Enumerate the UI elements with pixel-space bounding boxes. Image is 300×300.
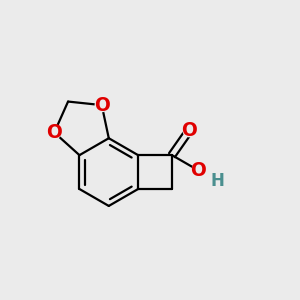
Circle shape: [212, 176, 223, 187]
Circle shape: [95, 99, 108, 112]
Circle shape: [48, 126, 61, 139]
Text: O: O: [190, 161, 206, 180]
Circle shape: [183, 124, 196, 137]
Text: O: O: [94, 96, 110, 115]
Text: O: O: [46, 123, 62, 142]
Text: O: O: [182, 121, 197, 140]
Text: H: H: [211, 172, 224, 190]
Circle shape: [192, 164, 205, 177]
